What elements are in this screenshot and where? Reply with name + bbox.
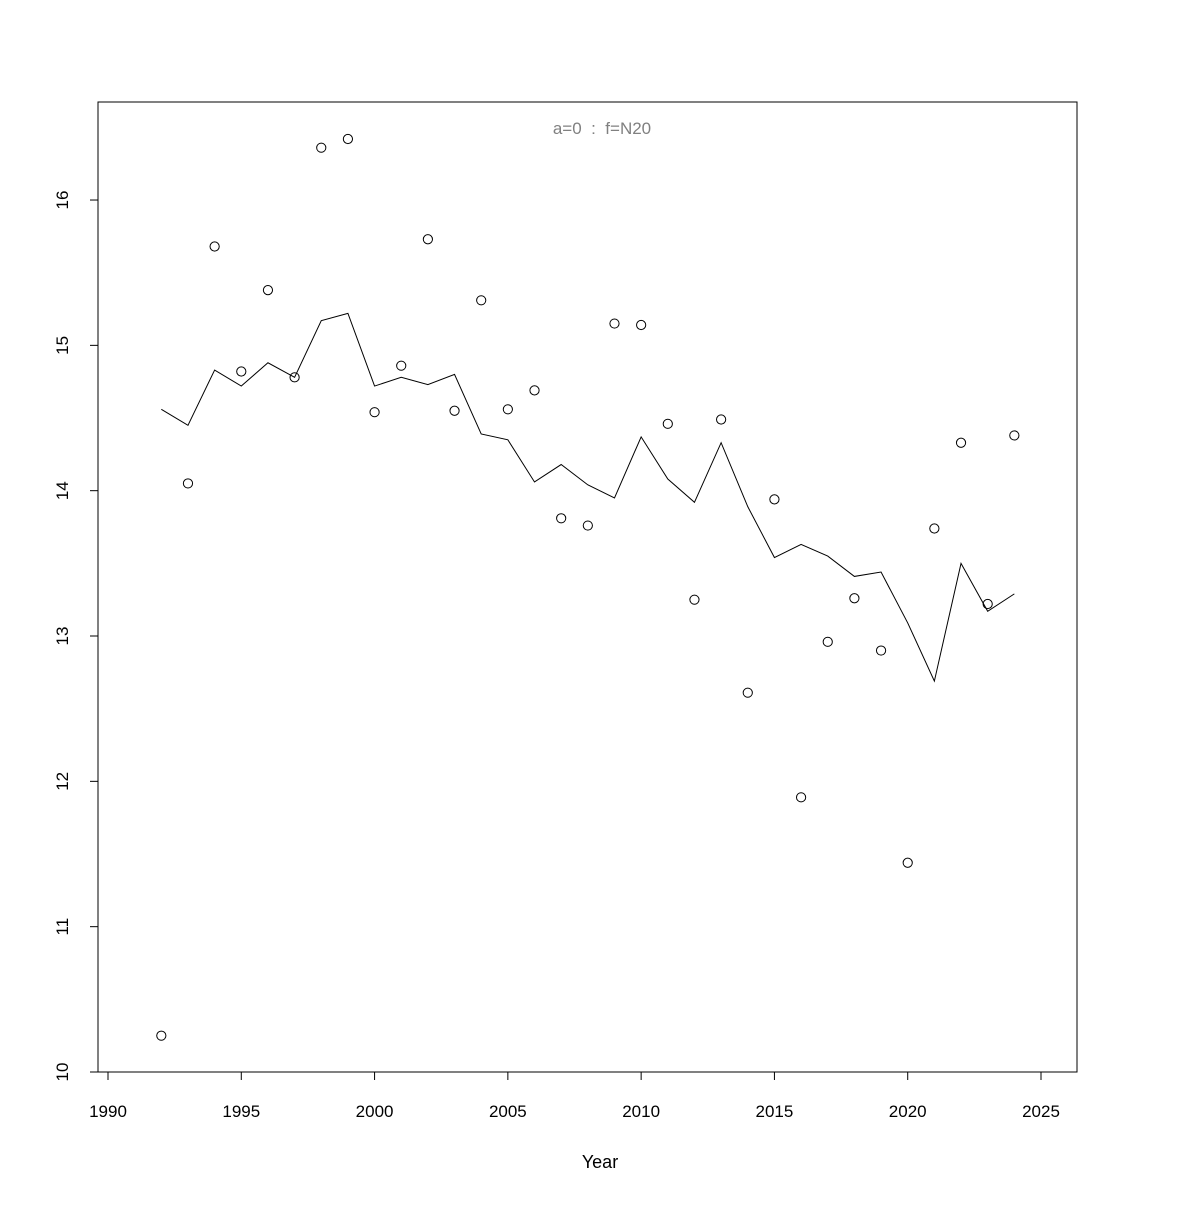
data-point bbox=[609, 318, 620, 329]
y-tick-label: 15 bbox=[53, 336, 72, 355]
x-tick-label: 2015 bbox=[756, 1102, 794, 1121]
data-point bbox=[182, 478, 194, 489]
data-point bbox=[369, 407, 380, 418]
data-point bbox=[822, 636, 833, 647]
x-tick-label: 2020 bbox=[889, 1102, 927, 1121]
y-tick-label: 11 bbox=[53, 918, 72, 936]
data-point bbox=[582, 520, 593, 531]
y-tick-label: 10 bbox=[53, 1063, 72, 1082]
data-point bbox=[662, 418, 673, 429]
data-point bbox=[342, 133, 354, 145]
data-point bbox=[795, 792, 807, 803]
data-point bbox=[529, 385, 540, 396]
data-point bbox=[422, 234, 433, 245]
y-tick-label: 16 bbox=[53, 191, 72, 210]
x-axis-label: Year bbox=[582, 1152, 618, 1172]
data-point bbox=[716, 414, 727, 425]
data-point bbox=[875, 645, 887, 656]
x-axis: 1990 1995 2000 2005 2010 2015 2020 2025 bbox=[89, 1071, 1060, 1121]
y-axis: 10 11 12 13 14 15 16 bbox=[53, 191, 99, 1082]
fitted-line bbox=[161, 312, 1015, 683]
data-point bbox=[955, 437, 967, 448]
data-point bbox=[636, 319, 647, 331]
x-tick-label: 1990 bbox=[89, 1102, 127, 1121]
y-tick-label: 12 bbox=[53, 772, 72, 791]
data-point bbox=[929, 523, 940, 534]
y-tick-label: 14 bbox=[53, 481, 72, 500]
data-point bbox=[396, 360, 407, 371]
x-tick-label: 2025 bbox=[1022, 1102, 1060, 1121]
data-point bbox=[742, 687, 753, 698]
data-point bbox=[769, 494, 780, 505]
series-layer bbox=[156, 133, 1020, 1041]
data-point bbox=[502, 404, 513, 415]
data-point bbox=[902, 857, 913, 868]
x-tick-label: 1995 bbox=[222, 1102, 260, 1121]
data-point bbox=[476, 295, 487, 306]
x-tick-label: 2000 bbox=[356, 1102, 394, 1121]
data-point bbox=[449, 405, 460, 416]
plot-frame bbox=[97, 101, 1078, 1073]
data-point bbox=[556, 513, 567, 524]
data-point bbox=[262, 285, 274, 296]
data-point bbox=[236, 366, 247, 377]
y-tick-label: 13 bbox=[53, 627, 72, 646]
data-point bbox=[849, 593, 860, 604]
chart-title: a=0 : f=N20 bbox=[553, 119, 651, 138]
x-tick-label: 2010 bbox=[622, 1102, 660, 1121]
data-point bbox=[982, 598, 993, 610]
data-point bbox=[316, 142, 327, 153]
data-point bbox=[156, 1030, 167, 1041]
data-point bbox=[1009, 430, 1020, 441]
data-point bbox=[209, 241, 220, 252]
x-tick-label: 2005 bbox=[489, 1102, 527, 1121]
data-point bbox=[289, 372, 300, 383]
data-point bbox=[689, 594, 700, 605]
